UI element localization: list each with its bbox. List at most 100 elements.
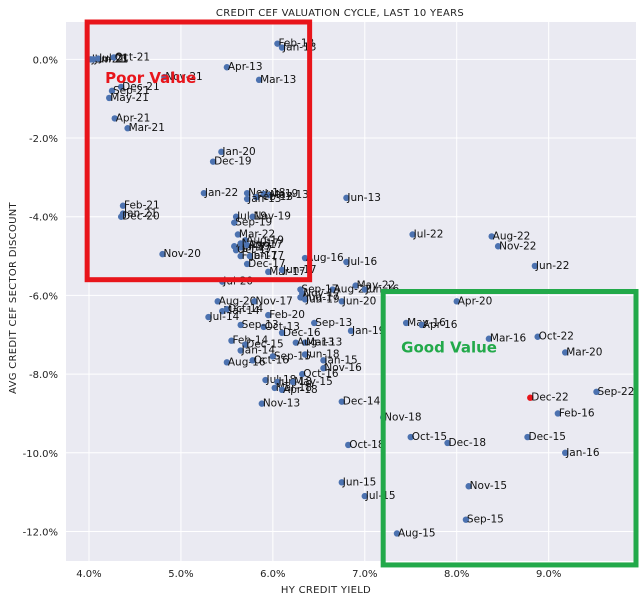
point-label: Apr-18 [283,384,318,396]
point-label: Sep-13 [242,319,279,331]
data-point [265,191,273,199]
point-label: Apr-21 [116,112,151,124]
data-point [243,260,251,268]
point-label: Dec-14 [343,396,381,408]
x-tick-label: 5.0% [168,569,193,580]
point-label: Feb-13 [257,191,293,203]
y-tick-label: -12.0% [23,527,58,538]
point-label: Apr-20 [458,295,493,307]
data-point [243,241,251,249]
data-point [274,378,281,386]
data-point [289,378,297,386]
data-point [94,55,102,62]
x-tick-label: 7.0% [352,569,377,580]
point-label: Dec-15 [529,431,566,443]
data-point [343,258,350,266]
data-point [258,400,266,407]
data-point [242,341,249,348]
point-label: Dec-18 [449,437,486,449]
data-point [409,231,416,238]
point-label: Jan-14 [241,345,276,357]
point-label: Feb-20 [269,309,305,321]
point-label: Aug-13 [297,337,335,349]
point-label: Oct-13 [265,321,300,333]
data-point [361,286,368,293]
data-point [223,64,231,71]
data-point [108,87,116,95]
point-label: Feb-21 [124,200,160,212]
point-label: Dec-17 [248,258,285,270]
data-point [278,386,286,394]
data-point [494,243,502,250]
data-point [338,398,346,405]
x-tick-label: 8.0% [444,569,469,580]
data-point [161,73,168,81]
data-point [237,321,244,329]
point-label: Feb-14 [232,335,268,347]
data-point [418,321,425,329]
point-label: Jun-22 [535,260,570,272]
data-point [343,194,350,202]
data-point [228,337,235,344]
poor-value-region-label: Poor Value [105,69,196,87]
y-tick-label: -6.0% [29,291,58,302]
data-point [527,394,534,401]
point-label: Oct-15 [412,431,447,443]
data-point [278,329,286,337]
point-label: Oct-16 [254,354,290,366]
data-point [265,268,272,276]
point-label: Nov-17 [242,238,279,250]
data-point [200,189,208,197]
data-point [223,359,231,366]
point-label: Nov-13 [263,398,300,410]
point-label: Jan-15 [323,354,357,366]
point-label: Jun-13 [346,192,381,204]
data-point [554,410,562,417]
good-value-region-label: Good Value [401,339,497,357]
data-point [299,370,306,378]
data-point [159,250,166,258]
x-tick-label: 9.0% [536,569,561,580]
data-point [106,94,113,102]
point-label: Nov-17 [255,295,292,307]
plot-area: 4.0% 5.0% 6.0% 7.0% 8.0% 9.0% 0.0% -2.0% -4.0% -6… [23,19,639,580]
point-label: Nov-17 [303,287,340,299]
data-point [562,349,569,356]
point-label: Aug-15 [398,527,436,539]
point-label: Jul-16 [346,256,377,268]
data-point [534,333,541,340]
data-point [117,213,125,220]
point-label: Mar-22 [239,228,275,240]
point-label: Dec-21 [122,81,159,93]
point-label: Nov-21 [165,71,202,83]
data-point [243,195,251,203]
point-label: Sep-13 [315,317,352,329]
point-label: Jun-18 [305,348,340,360]
data-point [352,282,359,289]
point-label: Feb-16 [559,407,595,419]
chart-title: CREDIT CEF VALUATION CYCLE, LAST 10 YEAR… [216,8,464,19]
point-label: Jan-21 [123,208,157,220]
data-point [249,213,256,220]
data-point [462,516,470,523]
x-axis-label: HY CREDIT YIELD [281,585,371,596]
data-point [251,298,258,305]
point-label: Nov-18 [384,411,421,423]
point-label: Aug-22 [334,284,372,296]
data-point [232,213,240,220]
point-label: Jul-14 [209,311,240,323]
data-point [301,339,309,346]
data-point [223,306,231,313]
data-point [453,298,460,305]
point-label: Apr-13 [228,61,263,73]
point-label: Sep-21 [113,85,150,97]
data-point [253,193,260,201]
data-point [329,286,336,293]
point-label: Sep-17 [301,284,338,296]
data-point [311,319,318,327]
point-label: Mar-13 [306,337,342,349]
point-label: Jul-18 [266,374,297,386]
point-label: Mar-14 [223,305,260,317]
point-label: Jun-19 [305,293,340,305]
